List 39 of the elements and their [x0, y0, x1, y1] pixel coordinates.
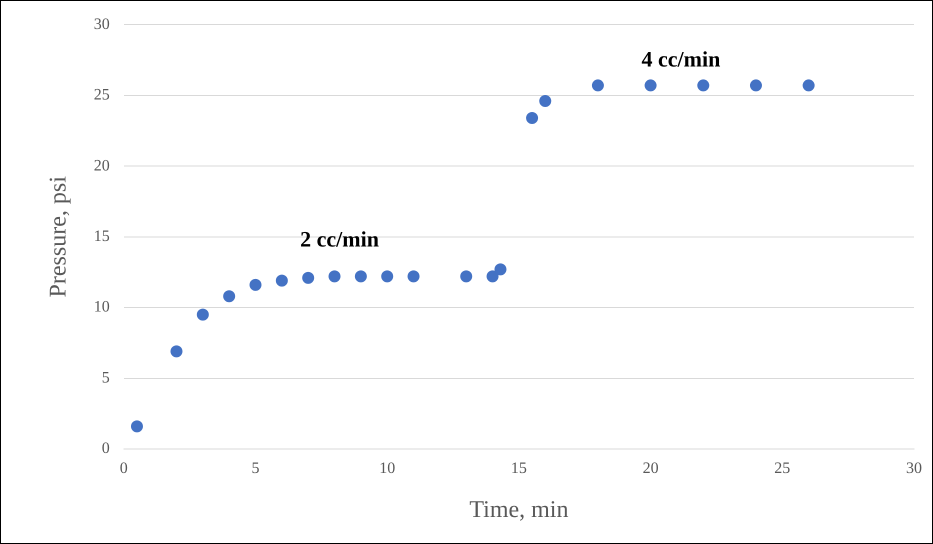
point: [250, 278, 262, 291]
point: [302, 272, 314, 284]
point: [539, 94, 552, 107]
point: [460, 270, 472, 282]
point: [526, 112, 538, 124]
point: [196, 308, 209, 321]
point: [750, 79, 762, 92]
x-axis-title: Time, min: [469, 496, 568, 523]
annotation: 2 cc/min: [300, 226, 379, 252]
x-tick-label: 5: [252, 460, 260, 477]
point: [276, 274, 288, 287]
y-tick-label: 10: [94, 298, 110, 316]
point: [802, 79, 815, 92]
point: [494, 263, 506, 276]
y-tick-label: 30: [94, 16, 110, 33]
y-tick-label: 5: [102, 369, 110, 386]
y-axis-title: Pressure, psi: [46, 176, 72, 298]
point: [130, 420, 143, 432]
point: [697, 79, 710, 92]
x-tick-label: 0: [120, 460, 128, 477]
y-tick-label: 0: [102, 440, 110, 458]
y-tick-label: 15: [94, 228, 110, 246]
annotation: 4 cc/min: [641, 46, 720, 72]
y-tick-label: 25: [94, 86, 110, 104]
point: [223, 290, 236, 302]
point: [592, 79, 604, 92]
point: [486, 270, 499, 282]
point: [170, 345, 182, 358]
x-tick-label: 15: [510, 460, 527, 477]
x-tick-label: 30: [906, 460, 922, 477]
x-tick-label: 10: [379, 460, 396, 477]
point: [328, 270, 341, 282]
y-tick-label: 20: [94, 157, 110, 174]
x-tick-label: 20: [642, 460, 659, 477]
point: [381, 270, 394, 282]
point: [354, 270, 367, 282]
point: [644, 79, 657, 92]
x-tick-label: 25: [774, 460, 790, 477]
point: [408, 270, 420, 282]
